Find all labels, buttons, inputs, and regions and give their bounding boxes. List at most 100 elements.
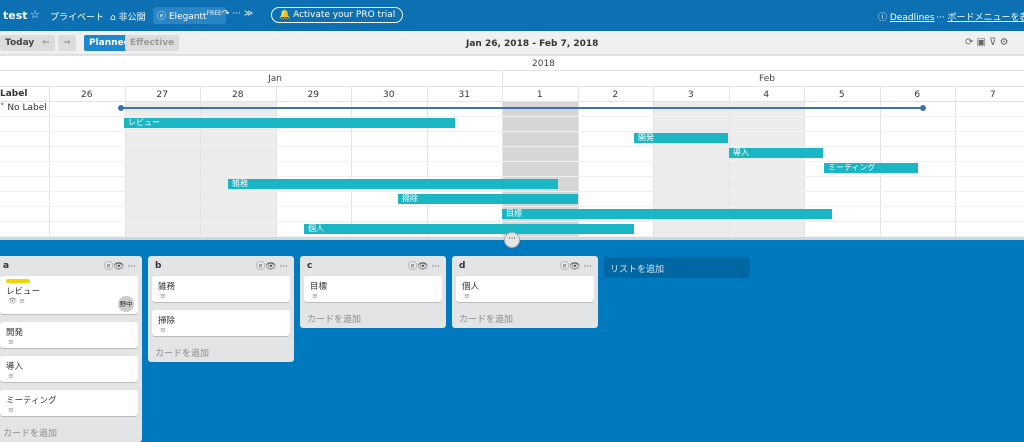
day-grid xyxy=(653,86,654,238)
group-dot xyxy=(920,105,926,111)
list-icons[interactable]: ⓔ👁 ··· xyxy=(256,262,288,272)
day-grid xyxy=(49,86,50,238)
day-grid xyxy=(804,86,805,238)
task-bar[interactable]: 雑務 xyxy=(228,179,558,189)
visibility[interactable]: プライベート xyxy=(50,13,105,23)
card[interactable]: レビュー 👁 ≡ 野中 xyxy=(0,276,138,314)
deadlines-text: Deadlines xyxy=(889,13,935,23)
board-header: test ☆ プライベート ⌂ 非公開 ⓔ EleganttFREE ↷ ···… xyxy=(0,0,1024,31)
team[interactable]: ⌂ 非公開 xyxy=(110,13,146,23)
card-title: 個人 xyxy=(462,282,480,292)
day-label: 27 xyxy=(156,90,168,100)
day-grid xyxy=(351,86,352,238)
year: 2018 xyxy=(532,59,555,69)
day-grid xyxy=(124,86,126,238)
add-card[interactable]: カードを追加 xyxy=(3,429,58,439)
star[interactable]: ☆ xyxy=(30,8,40,21)
deadlines[interactable]: ⓘ Deadlines xyxy=(878,13,935,23)
task-bar[interactable]: 目標 xyxy=(502,209,832,219)
day-grid xyxy=(955,86,956,238)
card[interactable]: ミーティング ≡ xyxy=(0,390,138,416)
card-title: 掃除 xyxy=(158,316,176,326)
day-grid xyxy=(728,86,730,238)
member-avatar: 野中 xyxy=(118,296,134,312)
task-bar[interactable]: 個人 xyxy=(304,224,634,234)
list: b ⓔ👁 ··· 雑務 ≡ 掃除 ≡ カードを追加 xyxy=(148,256,294,362)
day-label: 3 xyxy=(687,90,694,100)
day-label: 26 xyxy=(81,90,93,100)
next[interactable]: → xyxy=(58,35,76,51)
today-button[interactable]: Today xyxy=(0,35,40,51)
task-bar[interactable]: 掃除 xyxy=(398,194,578,204)
date-range: Jan 26, 2018 - Feb 7, 2018 xyxy=(466,39,599,49)
row-line xyxy=(0,176,1024,177)
card-badges: ≡ xyxy=(312,292,318,300)
day-grid xyxy=(879,86,881,238)
card-badges: ≡ xyxy=(160,292,166,300)
add-list[interactable]: リストを追加 xyxy=(604,257,750,278)
list-icons[interactable]: ⓔ👁 ··· xyxy=(104,262,136,272)
day-label: 1 xyxy=(536,90,543,100)
month-label: Jan xyxy=(268,74,282,84)
card-title: ミーティング xyxy=(6,396,57,406)
row-line xyxy=(0,86,1024,87)
row-line xyxy=(0,116,1024,117)
card[interactable]: 開発 ≡ xyxy=(0,322,138,348)
month-divider xyxy=(502,70,503,86)
board-title[interactable]: test xyxy=(3,9,28,22)
powerup[interactable]: ⓔ EleganttFREE xyxy=(153,7,226,24)
effective-tab[interactable]: Effective xyxy=(125,35,180,51)
powerup-badge: FREE xyxy=(206,10,222,17)
list: c ⓔ👁 ··· 目標 ≡ カードを追加 xyxy=(300,256,446,328)
day-label: 4 xyxy=(763,90,770,100)
card-label xyxy=(6,279,30,283)
day-grid xyxy=(577,86,579,238)
task-bar[interactable]: 開発 xyxy=(634,133,728,143)
card[interactable]: 雑務 ≡ xyxy=(152,276,290,302)
prev[interactable]: ← xyxy=(37,35,55,51)
card-title: 開発 xyxy=(6,328,24,338)
list-name: b xyxy=(155,261,162,271)
planned-tab[interactable]: Planned xyxy=(84,35,136,51)
card[interactable]: 導入 ≡ xyxy=(0,356,138,382)
list-icons[interactable]: ⓔ👁 ··· xyxy=(408,262,440,272)
add-card[interactable]: カードを追加 xyxy=(459,315,514,325)
card-title: 雑務 xyxy=(158,282,176,292)
add-card[interactable]: カードを追加 xyxy=(155,349,210,359)
card[interactable]: 目標 ≡ xyxy=(304,276,442,302)
list: a ⓔ👁 ··· レビュー 👁 ≡ 野中 開発 ≡ 導入 ≡ ミーティング ≡ カードを追加 xyxy=(0,256,142,442)
tools[interactable]: ⟳ ▣ ⊽ ⚙ xyxy=(965,37,1009,48)
row-line xyxy=(0,70,1024,71)
task-bar[interactable]: 導入 xyxy=(729,148,823,158)
powerup-name: Elegantt xyxy=(168,12,207,22)
card[interactable]: 掃除 ≡ xyxy=(152,310,290,336)
label-header: Label xyxy=(0,89,28,99)
add-card[interactable]: カードを追加 xyxy=(307,315,362,325)
row-line xyxy=(0,131,1024,132)
gantt-chart: Label ˅ No Label 2018 26 27 28 29 30 31 1 2 3 4 5 6… xyxy=(0,55,1024,238)
menu[interactable]: ··· ボードメニューを表示 xyxy=(936,10,1024,23)
day-label: 5 xyxy=(838,90,845,100)
day-grid xyxy=(275,86,277,238)
day-label: 6 xyxy=(914,90,921,100)
share[interactable]: ↷ ··· ≫ xyxy=(222,9,254,19)
list-icons[interactable]: ⓔ👁 ··· xyxy=(560,262,592,272)
row-line xyxy=(0,101,1024,102)
day-label: 29 xyxy=(307,90,319,100)
day-grid xyxy=(200,86,201,238)
row-line xyxy=(0,146,1024,147)
month-label: Feb xyxy=(759,74,775,84)
card[interactable]: 個人 ≡ xyxy=(456,276,594,302)
task-bar[interactable]: ミーティング xyxy=(824,163,918,173)
splitter-handle[interactable]: ··· xyxy=(504,232,520,248)
card-badges: ≡ xyxy=(8,406,14,414)
row-line xyxy=(0,206,1024,207)
trial-button[interactable]: 🔔 Activate your PRO trial xyxy=(271,7,404,23)
day-label: 28 xyxy=(232,90,244,100)
group-dot xyxy=(118,105,124,111)
list-name: a xyxy=(3,261,10,271)
task-bar[interactable]: レビュー xyxy=(124,118,455,128)
day-label: 31 xyxy=(458,90,470,100)
trial-text: Activate your PRO trial xyxy=(293,10,396,20)
